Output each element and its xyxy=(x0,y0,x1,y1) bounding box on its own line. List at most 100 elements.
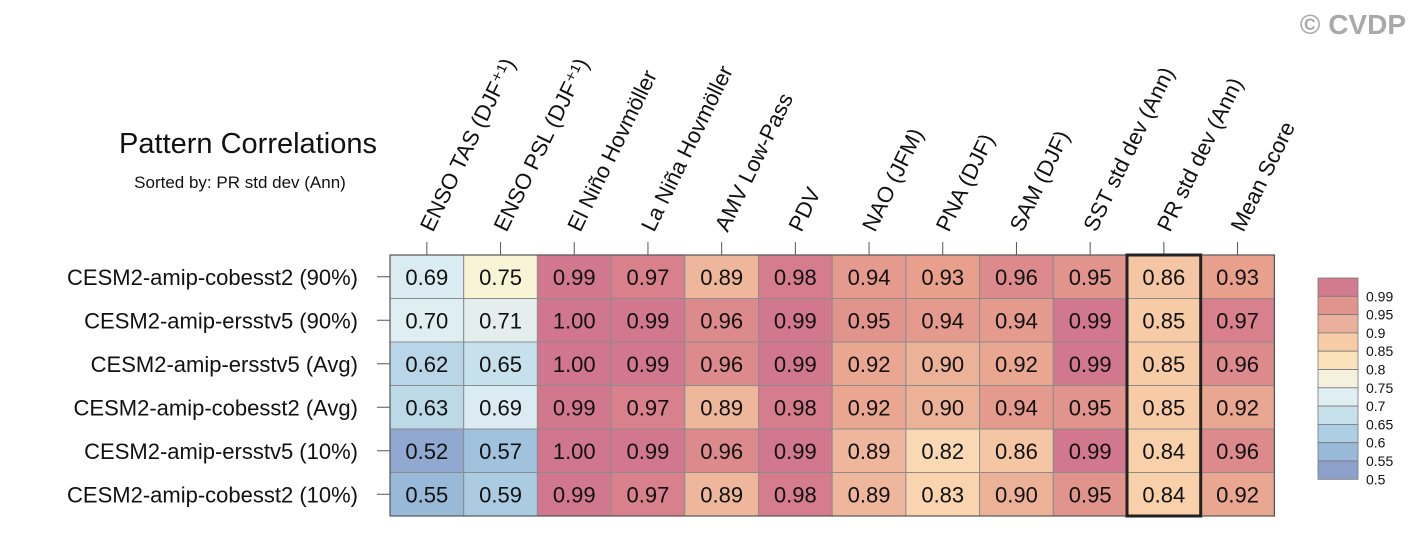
heatmap-cell xyxy=(979,472,1054,517)
cell-value: 0.99 xyxy=(627,352,670,377)
heatmap-cell xyxy=(979,428,1054,473)
colorbar-swatch xyxy=(1317,423,1359,444)
cell-value: 0.90 xyxy=(921,352,964,377)
colorbar-swatch xyxy=(1317,295,1359,315)
heatmap-cell xyxy=(831,298,907,343)
cell-value: 0.99 xyxy=(627,308,670,333)
colorbar-swatch xyxy=(1317,369,1359,389)
heatmap-border xyxy=(389,254,1276,517)
column-label: Mean Score xyxy=(1226,118,1300,236)
cell-value: 0.96 xyxy=(700,439,743,464)
heatmap-cells: 0.69 0.75 0.99 0.97 0.89 0.98 0.94 0.93 0.96 0.95… xyxy=(389,254,1276,517)
cell-value: 0.96 xyxy=(1216,439,1259,464)
highlight-group xyxy=(1125,253,1203,518)
cell-value: 0.65 xyxy=(479,352,522,377)
colorbar-label: 0.95 xyxy=(1366,307,1393,323)
cell-value: 0.89 xyxy=(700,482,743,507)
cell-value: 0.93 xyxy=(1216,265,1259,290)
column-label: AMV Low-Pass xyxy=(710,89,798,235)
heatmap-cell xyxy=(536,298,612,343)
cell-value: 0.85 xyxy=(1142,308,1185,333)
heatmap-cell xyxy=(536,341,612,386)
heatmap-cell xyxy=(389,254,465,299)
cell-value: 0.71 xyxy=(479,308,522,333)
colorbar-label: 0.8 xyxy=(1366,362,1386,378)
cell-value: 0.86 xyxy=(1142,265,1185,290)
cell-value: 0.89 xyxy=(848,439,891,464)
colorbar-label: 0.6 xyxy=(1366,435,1386,451)
cell-value: 0.85 xyxy=(1142,352,1185,377)
cell-value: 0.92 xyxy=(1216,482,1259,507)
cell-value: 0.83 xyxy=(921,482,964,507)
colorbar-label: 0.75 xyxy=(1366,380,1393,396)
heatmap-cell xyxy=(1052,472,1128,517)
cell-value: 0.82 xyxy=(921,439,964,464)
colorbar-label: 0.65 xyxy=(1366,416,1393,432)
row-label: CESM2-amip-cobesst2 (Avg) xyxy=(74,395,358,420)
cell-value: 0.93 xyxy=(921,265,964,290)
chart-title: Pattern Correlations xyxy=(119,128,377,160)
colorbar-label: 0.7 xyxy=(1366,398,1386,414)
heatmap-cell xyxy=(1200,428,1275,473)
cell-value: 0.55 xyxy=(405,482,448,507)
row-label: CESM2-amip-ersstv5 (90%) xyxy=(84,308,358,333)
highlighted-column-frame xyxy=(1125,253,1203,518)
colorbar-label: 0.55 xyxy=(1366,453,1393,469)
heatmap-cell xyxy=(1126,428,1202,473)
cell-value: 0.99 xyxy=(1069,308,1112,333)
row-label: CESM2-amip-cobesst2 (90%) xyxy=(67,265,358,290)
colorbar-label: 0.85 xyxy=(1366,343,1393,359)
cell-value: 0.63 xyxy=(405,395,448,420)
heatmap-cell xyxy=(1126,385,1202,430)
cell-value: 0.57 xyxy=(479,439,522,464)
heatmap-cell xyxy=(389,298,465,343)
cell-value: 0.94 xyxy=(921,308,964,333)
cell-value: 0.96 xyxy=(1216,352,1259,377)
heatmap-cell xyxy=(831,385,907,430)
cell-value: 0.97 xyxy=(627,482,670,507)
cell-value: 0.89 xyxy=(700,395,743,420)
cell-value: 0.99 xyxy=(553,482,596,507)
cell-value: 0.95 xyxy=(1069,395,1112,420)
cell-value: 0.86 xyxy=(995,439,1038,464)
heatmap-cell xyxy=(758,472,833,517)
colorbar-swatch xyxy=(1317,460,1359,480)
cell-value: 0.99 xyxy=(774,439,817,464)
heatmap-cell xyxy=(389,428,465,473)
chart-subtitle: Sorted by: PR std dev (Ann) xyxy=(134,173,346,192)
heatmap-cell xyxy=(1200,472,1275,517)
cell-value: 0.94 xyxy=(995,395,1038,420)
cell-value: 0.89 xyxy=(700,265,743,290)
cell-value: 0.98 xyxy=(774,265,817,290)
cell-value: 0.95 xyxy=(1069,265,1112,290)
heatmap-cell xyxy=(1200,385,1275,430)
heatmap-cell xyxy=(610,428,686,473)
heatmap-cell xyxy=(758,298,833,343)
column-labels: ENSO TAS (DJF⁺¹)ENSO PSL (DJF⁺¹)El Niño … xyxy=(415,54,1300,235)
cell-value: 1.00 xyxy=(553,439,596,464)
heatmap-cell xyxy=(1052,298,1128,343)
cell-value: 0.97 xyxy=(627,395,670,420)
cell-value: 0.75 xyxy=(479,265,522,290)
heatmap-cell xyxy=(536,254,612,299)
cell-value: 0.96 xyxy=(700,308,743,333)
heatmap-cell xyxy=(1052,341,1128,386)
cell-value: 0.92 xyxy=(1216,395,1259,420)
cell-value: 0.94 xyxy=(848,265,891,290)
heatmap-cell xyxy=(463,298,538,343)
cell-value: 0.99 xyxy=(1069,352,1112,377)
cell-value: 0.95 xyxy=(1069,482,1112,507)
cell-value: 0.99 xyxy=(553,265,596,290)
row-label: CESM2-amip-ersstv5 (Avg) xyxy=(91,352,358,377)
colorbar-label: 0.5 xyxy=(1366,471,1386,487)
cell-value: 0.94 xyxy=(995,308,1038,333)
colorbar: 0.99 0.95 0.9 0.85 0.8 0.75 0.7 0.65 0.6 0.55 0.5 xyxy=(1317,277,1393,487)
column-label: SAM (DJF) xyxy=(1004,126,1074,235)
heatmap-cell xyxy=(979,385,1054,430)
cell-value: 0.99 xyxy=(774,352,817,377)
cell-value: 0.98 xyxy=(774,482,817,507)
colorbar-swatch xyxy=(1317,277,1359,297)
colorbar-label: 0.99 xyxy=(1366,288,1393,304)
cell-value: 0.92 xyxy=(848,395,891,420)
